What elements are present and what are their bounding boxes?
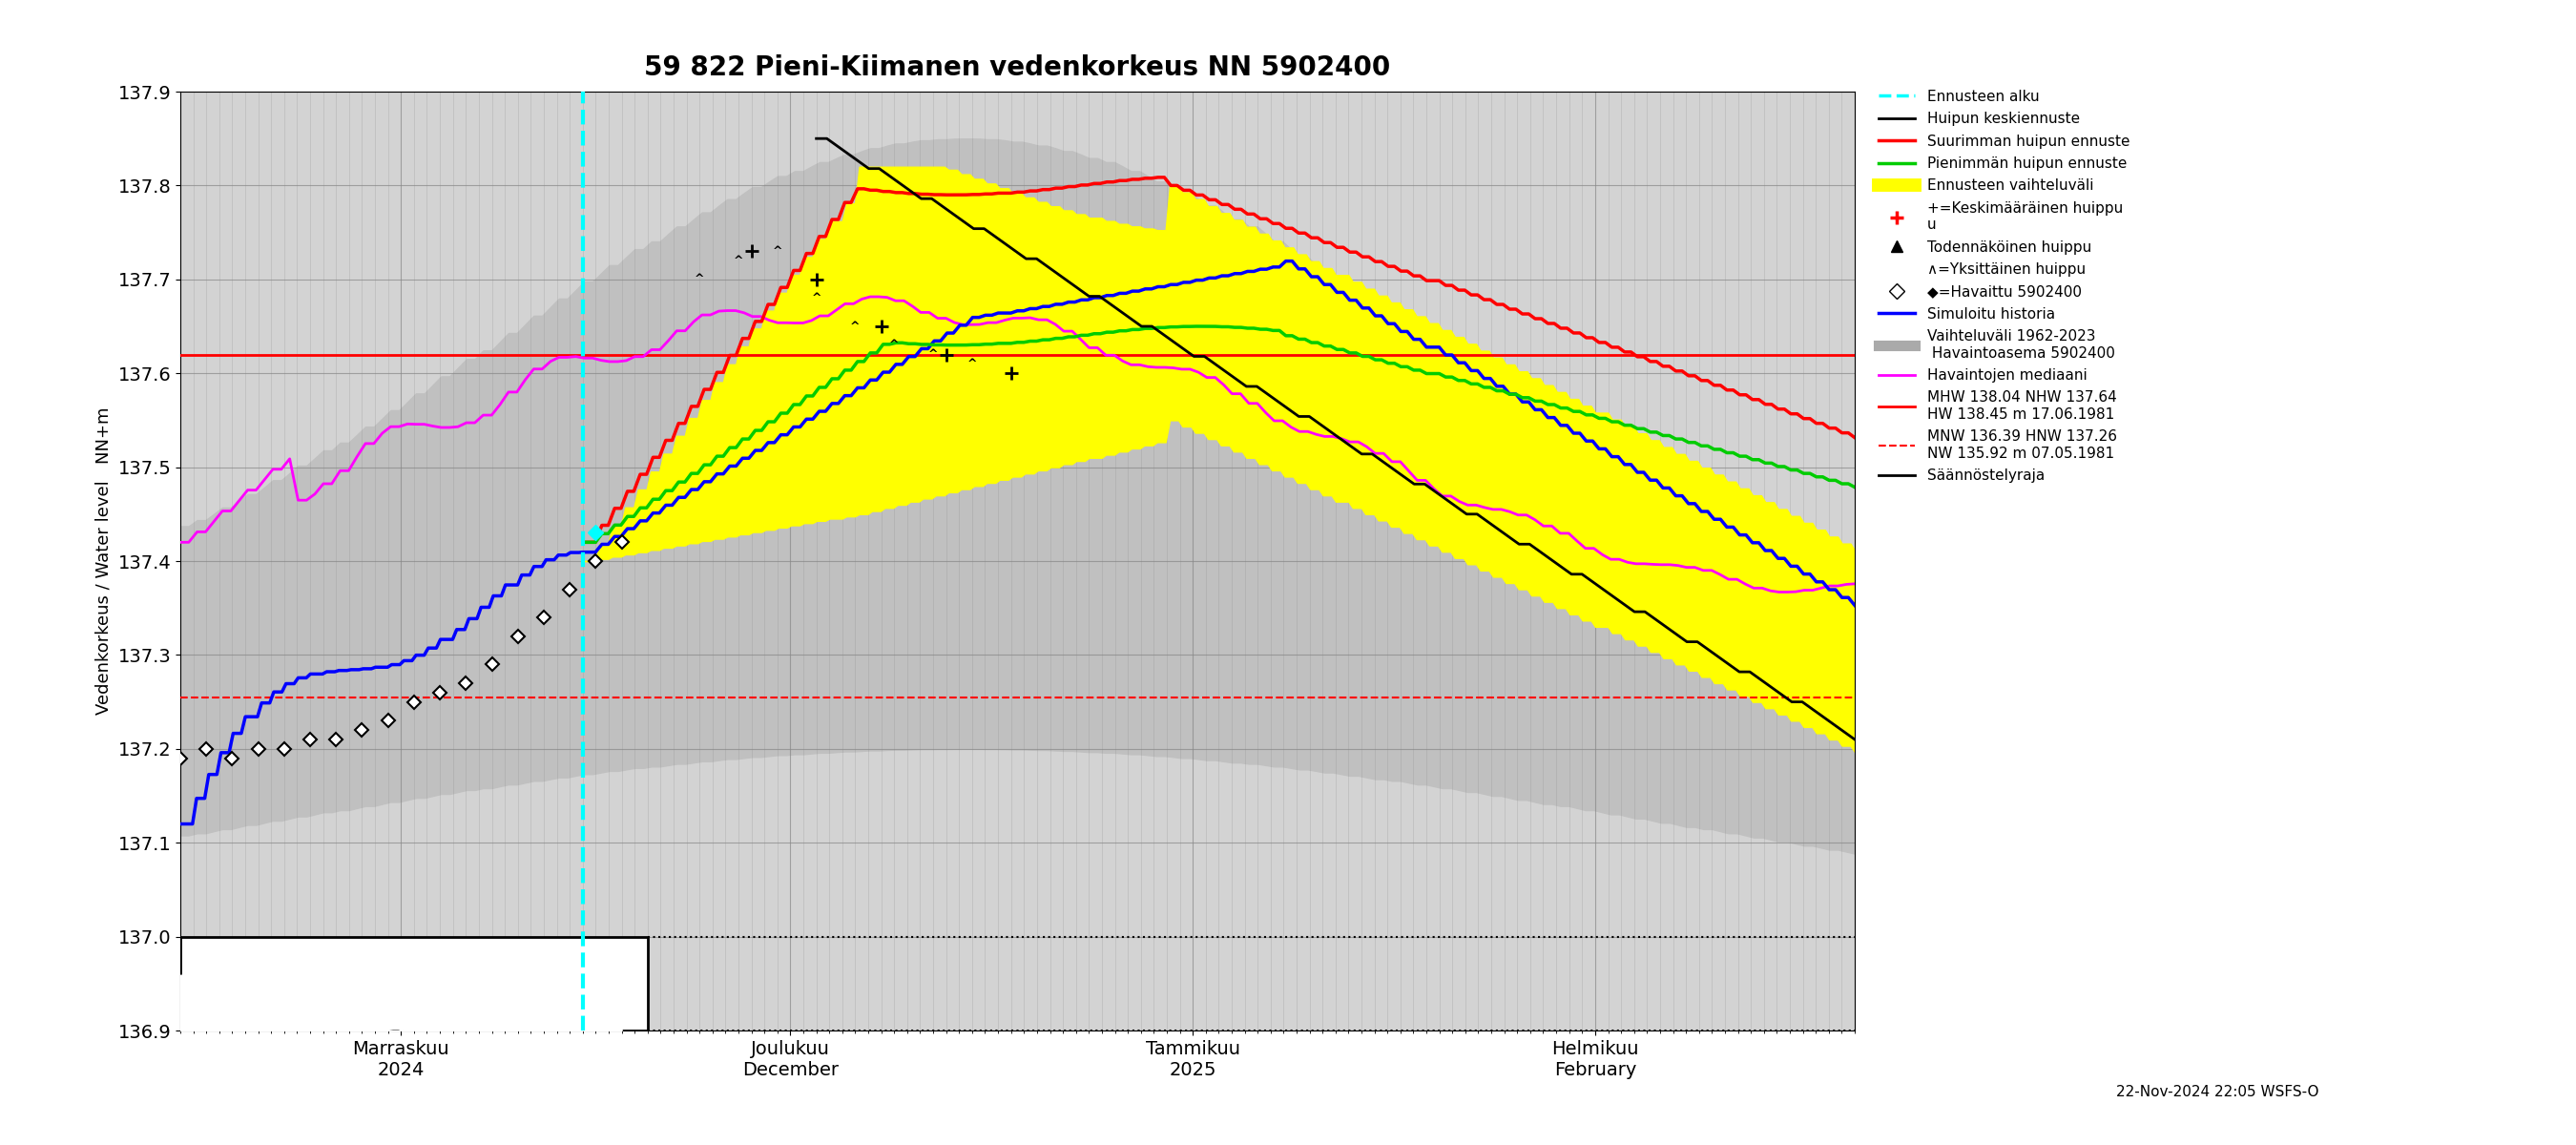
Text: ^: ^	[773, 245, 783, 258]
Text: ^: ^	[966, 357, 976, 370]
Bar	[180, 937, 647, 1030]
Text: ^: ^	[811, 292, 822, 305]
Text: 22-Nov-2024 22:05 WSFS-O: 22-Nov-2024 22:05 WSFS-O	[2115, 1085, 2318, 1099]
Text: ^: ^	[696, 274, 703, 285]
Legend: Ennusteen alku, Huipun keskiennuste, Suurimman huipun ennuste, Pienimmän huipun : Ennusteen alku, Huipun keskiennuste, Suu…	[1878, 89, 2130, 483]
Title: 59 822 Pieni-Kiimanen vedenkorkeus NN 5902400: 59 822 Pieni-Kiimanen vedenkorkeus NN 59…	[644, 55, 1391, 81]
Y-axis label: Vedenkorkeus / Water level   NN+m: Vedenkorkeus / Water level NN+m	[95, 408, 113, 714]
Text: ^: ^	[927, 348, 938, 361]
Text: ^: ^	[850, 321, 860, 332]
Text: ^: ^	[734, 254, 744, 267]
Text: ^: ^	[889, 339, 899, 352]
